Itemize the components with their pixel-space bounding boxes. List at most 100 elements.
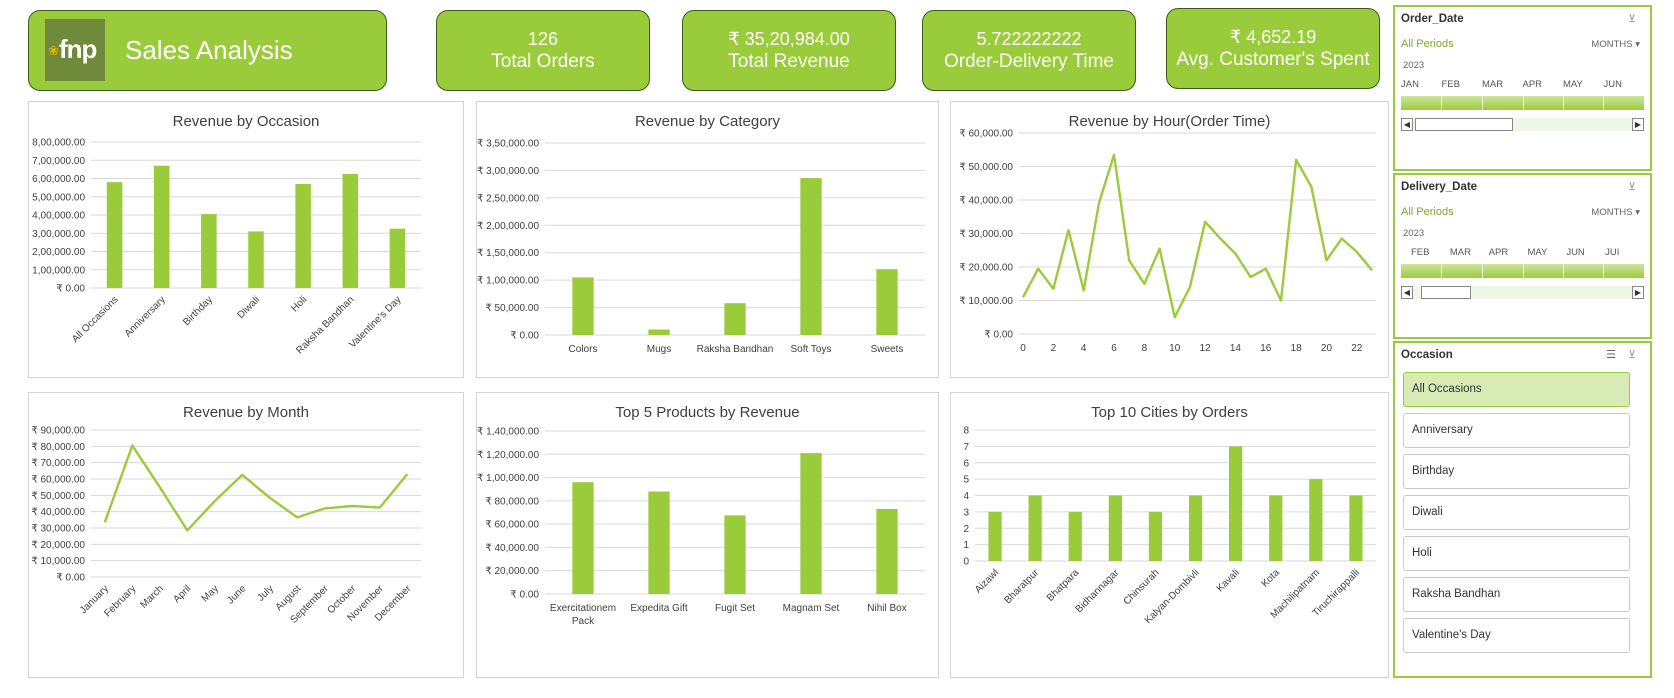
timeline-month: MAY: [1527, 247, 1548, 258]
timeline-selection-bar[interactable]: [1401, 96, 1644, 110]
chevron-down-icon: ▾: [1635, 207, 1640, 218]
bar: [724, 515, 746, 594]
occasion-item-diwali[interactable]: Diwali: [1403, 495, 1630, 530]
bar: [988, 511, 1002, 561]
occasion-item-anniversary[interactable]: Anniversary: [1403, 413, 1630, 448]
bar: [1349, 495, 1363, 561]
bar: [1309, 479, 1323, 561]
y-tick-label: 7: [963, 442, 969, 453]
bar: [724, 303, 746, 335]
bar: [1229, 446, 1243, 561]
x-tick-label: 20: [1321, 343, 1333, 354]
x-tick-label: Expedita Gift: [630, 603, 687, 614]
y-tick-label: ₹ 10,000.00: [31, 556, 85, 567]
y-tick-label: ₹ 60,000.00: [31, 475, 85, 486]
clear-filter-icon[interactable]: ⊻: [1628, 13, 1637, 25]
bar: [800, 178, 822, 335]
chart-revenue-by-category: Revenue by Category ₹ 0.00 ₹ 50,000.00 ₹ 1,…: [476, 101, 939, 378]
occasion-item-valentines-day[interactable]: Valentine's Day: [1403, 618, 1630, 653]
timeline-scrollbar[interactable]: ◀ ▶: [1401, 118, 1644, 131]
occasion-item-birthday[interactable]: Birthday: [1403, 454, 1630, 489]
timeline-scrollbar[interactable]: ◀ ▶: [1401, 286, 1644, 299]
x-tick-label: Magnam Set: [783, 603, 840, 614]
y-tick-label: ₹ 20,000.00: [485, 566, 539, 577]
y-tick-label: ₹ 3,00,000.00: [29, 229, 85, 240]
x-tick-label: All Occasions: [70, 294, 121, 345]
bar: [1188, 495, 1203, 561]
scroll-thumb[interactable]: [1421, 286, 1471, 299]
y-tick-label: ₹ 50,000.00: [485, 303, 539, 314]
chart-svg: Revenue by Category ₹ 0.00 ₹ 50,000.00 ₹ 1,…: [477, 113, 925, 355]
x-tick-label: 8: [1142, 343, 1148, 354]
y-tick-label: 1: [963, 540, 969, 551]
granularity-label: MONTHS: [1591, 39, 1633, 50]
multi-select-icon[interactable]: ☰: [1606, 349, 1616, 361]
clear-filter-icon[interactable]: ⊻: [1628, 181, 1637, 193]
x-tick-label: Chinsurah: [1122, 567, 1162, 607]
bar: [1269, 495, 1283, 561]
y-tick-label: ₹ 2,00,000.00: [477, 221, 539, 232]
y-tick-label: ₹ 1,20,000.00: [477, 450, 539, 461]
clear-filter-icon[interactable]: ⊻: [1628, 349, 1637, 361]
x-tick-label: Fugit Set: [715, 603, 755, 614]
slicer-title: Occasion: [1401, 349, 1453, 361]
order-date-timeline-slicer[interactable]: Order_Date ⊻ All Periods MONTHS ▾ 2023 J…: [1393, 5, 1652, 171]
x-tick-label: Soft Toys: [791, 344, 832, 355]
timeline-month: FEB: [1411, 247, 1430, 258]
scroll-left-icon[interactable]: ◀: [1401, 118, 1413, 131]
scroll-right-icon[interactable]: ▶: [1632, 118, 1644, 131]
y-tick-label: ₹ 0.00: [510, 331, 539, 342]
y-tick-label: ₹ 0.00: [56, 573, 85, 584]
x-tick-label: March: [138, 583, 165, 610]
y-tick-label: ₹ 50,000.00: [31, 491, 85, 502]
y-tick-label: ₹ 1,50,000.00: [477, 248, 539, 259]
scroll-left-icon[interactable]: ◀: [1401, 286, 1413, 299]
y-tick-label: ₹ 3,00,000.00: [477, 166, 539, 177]
chart-top-cities: Top 10 Cities by Orders 0 1 2 3 4 5 6 7 8 Aizawl Bh…: [950, 392, 1389, 678]
y-tick-label: ₹ 40,000.00: [31, 507, 85, 518]
kpi-label: Avg. Customer's Spent: [1176, 48, 1370, 70]
y-tick-label: ₹ 7,00,000.00: [29, 156, 85, 167]
granularity-dropdown[interactable]: MONTHS ▾: [1591, 39, 1640, 50]
occasion-item-all[interactable]: All Occasions: [1403, 372, 1630, 407]
chart-svg: Revenue by Hour(Order Time) ₹ 0.00 ₹ 10,00…: [959, 113, 1376, 354]
x-tick-label: Nihil Box: [867, 603, 906, 614]
bar: [572, 277, 594, 335]
y-tick-label: ₹ 1,40,000.00: [477, 427, 539, 438]
y-tick-label: 4: [963, 491, 969, 502]
x-tick-label: 10: [1169, 343, 1181, 354]
flower-icon: ❀: [48, 43, 59, 58]
delivery-date-timeline-slicer[interactable]: Delivery_Date ⊻ All Periods MONTHS ▾ 202…: [1393, 173, 1652, 339]
y-tick-label: ₹ 90,000.00: [31, 426, 85, 437]
x-tick-label: Bidhannagar: [1074, 567, 1122, 615]
y-tick-label: ₹ 10,000.00: [959, 296, 1013, 307]
y-tick-label: ₹ 40,000.00: [959, 196, 1013, 207]
y-tick-label: ₹ 2,00,000.00: [29, 247, 85, 258]
scroll-thumb[interactable]: [1415, 118, 1513, 131]
y-tick-label: 0: [963, 557, 969, 568]
x-tick-label: Kota: [1260, 567, 1283, 590]
x-tick-label: July: [256, 583, 276, 603]
series-line: [1021, 153, 1373, 319]
timeline-month: MAY: [1563, 79, 1583, 90]
occasion-item-holi[interactable]: Holi: [1403, 536, 1630, 571]
granularity-dropdown[interactable]: MONTHS ▾: [1591, 207, 1640, 218]
scroll-right-icon[interactable]: ▶: [1632, 286, 1644, 299]
kpi-total-orders: 126 Total Orders: [436, 10, 650, 91]
bar: [106, 182, 123, 288]
chart-title: Revenue by Month: [183, 404, 309, 421]
chart-title: Revenue by Occasion: [173, 113, 320, 130]
y-tick-label: ₹ 80,000.00: [485, 496, 539, 507]
occasion-item-raksha-bandhan[interactable]: Raksha Bandhan: [1403, 577, 1630, 612]
kpi-value: ₹ 4,652.19: [1229, 26, 1317, 47]
logo-text: fnp: [59, 34, 97, 64]
x-tick-label: April: [171, 583, 193, 605]
bar: [800, 453, 822, 594]
x-tick-label: Valentine's Day: [347, 294, 403, 350]
occasion-slicer[interactable]: Occasion ☰ ⊻ All Occasions Anniversary B…: [1393, 341, 1652, 678]
timeline-selection-bar[interactable]: [1401, 264, 1644, 278]
all-periods-label: All Periods: [1401, 206, 1454, 218]
x-tick-label: Exercitationem Pack: [550, 603, 616, 627]
x-tick-label: Bharatpur: [1002, 567, 1041, 606]
chart-title: Top 5 Products by Revenue: [615, 404, 799, 421]
